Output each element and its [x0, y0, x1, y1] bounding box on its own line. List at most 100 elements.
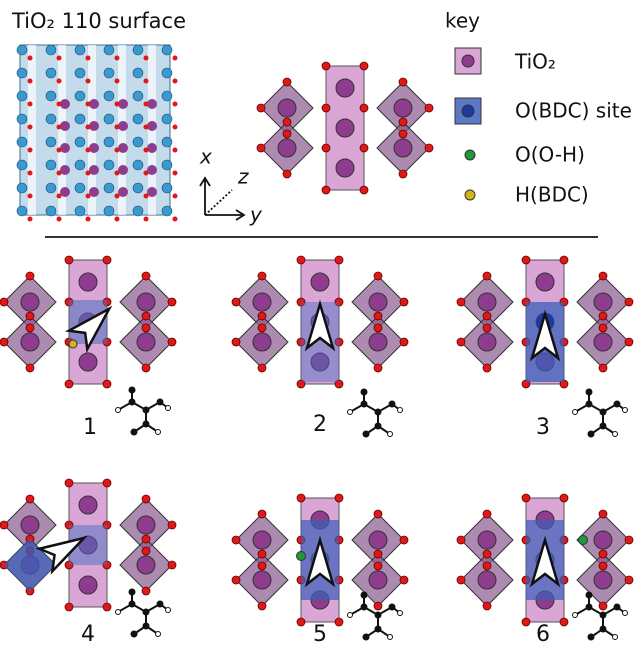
o-atom: [143, 147, 149, 153]
o-atom: [114, 124, 120, 130]
ti-atom: [45, 113, 57, 125]
o-atom: [27, 193, 33, 199]
o-atom: [85, 193, 91, 199]
ti-atom: [161, 44, 173, 56]
ti-atom: [60, 99, 70, 109]
o-atom: [85, 170, 91, 176]
key-label: O(O-H): [515, 143, 585, 167]
panel-label: 6: [536, 622, 550, 647]
ti-atom: [103, 136, 115, 148]
ti-atom: [103, 67, 115, 79]
ti-atom: [74, 44, 86, 56]
axis-label: y: [249, 203, 263, 227]
ti-atom: [16, 44, 28, 56]
ti-atom: [16, 205, 28, 217]
ti-atom: [74, 67, 86, 79]
o-atom: [114, 78, 120, 84]
ti-atom: [45, 205, 57, 217]
ti-atom: [103, 205, 115, 217]
ti-atom: [60, 165, 70, 175]
ti-atom: [103, 90, 115, 102]
ti-atom: [74, 205, 86, 217]
motif-view: [256, 61, 434, 195]
key-swatch: [464, 189, 476, 201]
site: [4, 539, 56, 591]
axis-label: z: [237, 165, 249, 189]
ti-atom: [147, 187, 157, 197]
ti-atom: [132, 159, 144, 171]
ti-atom: [118, 99, 128, 109]
ti-atom: [74, 182, 86, 194]
ti-atom: [89, 165, 99, 175]
o-atom: [56, 147, 62, 153]
ti-atom: [16, 159, 28, 171]
o-atom: [85, 216, 91, 222]
o-atom: [27, 101, 33, 107]
o-atom: [85, 147, 91, 153]
ti-atom: [118, 187, 128, 197]
slab-column: [28, 45, 36, 215]
ti-atom: [103, 182, 115, 194]
ti-atom: [161, 159, 173, 171]
panel: [0, 255, 177, 389]
ti-atom: [147, 165, 157, 175]
o-atom: [27, 170, 33, 176]
o-atom: [114, 55, 120, 61]
o-atom: [143, 78, 149, 84]
ti-atom: [118, 165, 128, 175]
ti-atom: [103, 113, 115, 125]
o-atom: [143, 101, 149, 107]
ti-atom: [89, 121, 99, 131]
key-label: H(BDC): [515, 183, 589, 207]
ti-atom: [89, 99, 99, 109]
ti-atom: [45, 182, 57, 194]
o-atom: [172, 147, 178, 153]
o-atom: [114, 216, 120, 222]
ti-atom: [74, 159, 86, 171]
ti-atom: [16, 67, 28, 79]
ti-atom: [89, 143, 99, 153]
panel: [456, 255, 634, 389]
panel-label: 5: [313, 622, 327, 647]
o-atom: [85, 124, 91, 130]
ti-atom: [60, 143, 70, 153]
ti-atom: [147, 121, 157, 131]
ti-atom: [132, 113, 144, 125]
ti-atom: [60, 121, 70, 131]
key-label: TiO₂: [514, 50, 556, 74]
o-atom: [143, 193, 149, 199]
molecule-view: [346, 387, 404, 439]
panel-label: 2: [313, 412, 327, 437]
panel-label: 4: [81, 622, 95, 647]
o-atom: [143, 216, 149, 222]
o-atom: [143, 124, 149, 130]
key-title: key: [445, 9, 480, 33]
ti-atom: [45, 90, 57, 102]
o-atom: [114, 193, 120, 199]
o-atom: [85, 55, 91, 61]
ti-atom: [16, 136, 28, 148]
ti-atom: [45, 136, 57, 148]
panel: [456, 493, 634, 627]
h-atom: [68, 339, 78, 349]
ti-atom: [161, 67, 173, 79]
o-atom: [172, 78, 178, 84]
x-axis-arrow: [199, 176, 211, 215]
ti-atom: [118, 121, 128, 131]
axis-label: x: [199, 145, 212, 169]
o-atom: [27, 78, 33, 84]
surface-slab: [16, 44, 178, 222]
o-atom: [85, 78, 91, 84]
ti-atom: [161, 113, 173, 125]
ti-atom: [103, 159, 115, 171]
o-atom: [143, 170, 149, 176]
o-atom: [172, 124, 178, 130]
molecule-view: [114, 587, 172, 639]
key-label: O(BDC) site: [515, 99, 632, 123]
ti-atom: [132, 136, 144, 148]
key-icons: [454, 47, 482, 201]
key-swatch: [461, 54, 475, 68]
o-atom: [172, 216, 178, 222]
ti-atom: [132, 205, 144, 217]
